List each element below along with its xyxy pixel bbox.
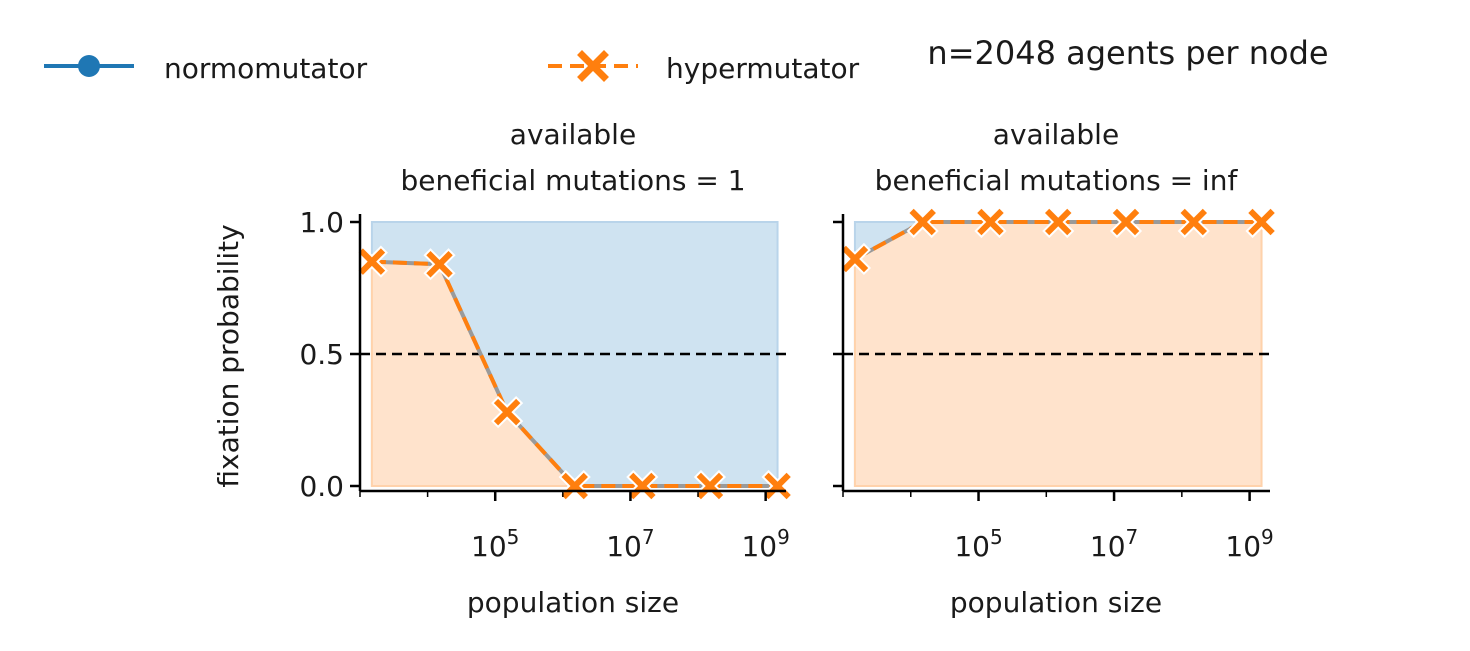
panel-title-line1: available <box>510 118 636 151</box>
hypermutator-point <box>906 205 939 239</box>
panel-title-line2: beneficial mutations = 1 <box>400 164 745 197</box>
legend-entry-hypermutator: hypermutator <box>548 50 860 85</box>
legend-label-normomutator: normomutator <box>164 52 368 85</box>
hypermutator-point-marker <box>1044 208 1072 236</box>
panel-title-line1: available <box>993 118 1119 151</box>
hypermutator-point <box>1177 205 1210 239</box>
hypermutator-point-marker <box>493 398 521 426</box>
x-tick-label: 109 <box>741 525 789 563</box>
legend-entry-normomutator: normomutator <box>44 52 368 85</box>
hypermutator-point-marker <box>977 208 1004 236</box>
y-tick-label: 0.0 <box>299 470 344 503</box>
x-tick-label: 109 <box>1225 525 1273 563</box>
hypermutator-point-marker <box>1248 208 1275 236</box>
hypermutator-point <box>423 248 456 281</box>
panel-title-line2: beneficial mutations = inf <box>875 164 1239 197</box>
legend-label-hypermutator: hypermutator <box>666 52 860 85</box>
y-axis-label: fixation probability <box>212 224 245 487</box>
y-tick-label: 1.0 <box>299 206 344 239</box>
legend-marker-normomutator <box>78 55 100 77</box>
x-axis-label: population size <box>950 586 1162 619</box>
hypermutator-point <box>626 469 659 503</box>
hypermutator-point-marker <box>358 248 386 275</box>
plot-area: 0.0 0.5 1.0 105 107 109 <box>299 206 794 563</box>
figure-suptitle: n=2048 agents per node <box>927 34 1328 72</box>
legend-marker-hypermutator <box>577 50 609 82</box>
hypermutator-point <box>693 469 727 503</box>
hypermutator-point <box>491 396 524 429</box>
hypermutator-point <box>761 469 794 503</box>
hypermutator-point <box>355 245 388 278</box>
hypermutator-point <box>1042 205 1075 239</box>
hypermutator-point <box>838 242 872 276</box>
hypermutator-point <box>1245 205 1278 239</box>
hypermutator-point <box>558 469 591 503</box>
x-tick-label: 107 <box>606 525 654 563</box>
panel-beneficial-inf: available beneficial mutations = inf 105… <box>833 118 1278 619</box>
panel-beneficial-1: available beneficial mutations = 1 0.00.… <box>299 118 794 619</box>
x-axis-label: population size <box>467 586 679 619</box>
hypermutator-point <box>974 205 1007 239</box>
hypermutator-point-marker <box>909 208 936 236</box>
hypermutator-point-marker <box>841 245 869 273</box>
hypermutator-point <box>1109 205 1143 239</box>
plot-area: 105 107 109 <box>833 205 1278 563</box>
x-tick-label: 105 <box>954 525 1002 563</box>
y-tick-label: 0.5 <box>299 338 344 371</box>
hypermutator-point-marker <box>1180 208 1208 236</box>
x-tick-label: 105 <box>471 525 519 563</box>
hypermutator-point-marker <box>426 250 453 278</box>
hypermutator-point-marker <box>1112 208 1140 236</box>
x-tick-label: 107 <box>1090 525 1138 563</box>
legend: normomutator hypermutator <box>44 50 860 85</box>
